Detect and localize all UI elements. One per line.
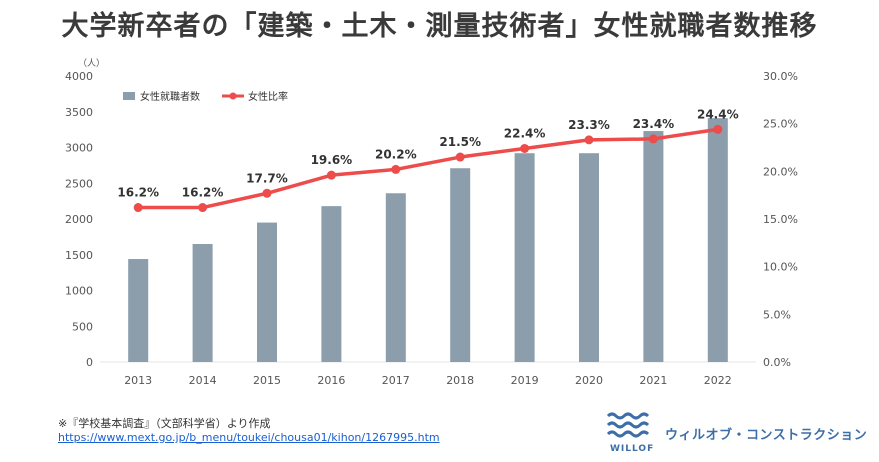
ratio-point-2020 <box>584 135 594 145</box>
left-axis-tick-label: 3000 <box>65 142 93 155</box>
page-title: 大学新卒者の「建築・土木・測量技術者」女性就職者数推移 <box>61 11 818 42</box>
ratio-point-2017 <box>391 164 401 174</box>
x-tick-label: 2019 <box>511 374 539 387</box>
x-tick-label: 2022 <box>704 374 732 387</box>
x-tick-label: 2017 <box>382 374 410 387</box>
legend-bar-label: 女性就職者数 <box>140 90 200 103</box>
source-link[interactable]: https://www.mext.go.jp/b_menu/toukei/cho… <box>58 431 440 444</box>
left-axis-tick-label: 4000 <box>65 70 93 83</box>
ratio-line <box>138 127 719 210</box>
legend-line-marker <box>229 92 237 100</box>
left-axis-tick-label: 0 <box>86 356 93 369</box>
bar-2017 <box>385 193 406 362</box>
ratio-point-2019 <box>520 143 530 153</box>
left-axis-tick-label: 1000 <box>65 285 93 298</box>
ratio-point-2016 <box>326 170 336 180</box>
x-tick-label: 2016 <box>317 374 345 387</box>
x-tick-label: 2021 <box>639 374 667 387</box>
bar-2013 <box>128 259 149 362</box>
ratio-data-label: 16.2% <box>182 186 224 200</box>
bar-2015 <box>257 222 277 362</box>
ratio-data-label: 23.4% <box>633 117 675 131</box>
ratio-point-2014 <box>198 203 208 213</box>
ratio-data-label: 21.5% <box>439 135 481 149</box>
x-tick-label: 2018 <box>446 374 474 387</box>
ratio-data-label: 23.3% <box>568 118 610 132</box>
legend-line-label: 女性比率 <box>248 90 288 103</box>
right-axis-tick-label: 30.0% <box>763 70 798 83</box>
company-name: ウィルオブ・コンストラクション <box>665 428 868 443</box>
bar-2021 <box>643 131 664 362</box>
bar-2016 <box>321 206 342 362</box>
legend-bar-swatch <box>123 92 135 100</box>
right-axis-tick-label: 25.0% <box>763 118 798 131</box>
ratio-data-label: 22.4% <box>504 126 546 140</box>
right-axis-tick-label: 10.0% <box>763 261 798 274</box>
x-tick-label: 2020 <box>575 374 603 387</box>
left-axis-tick-label: 2500 <box>65 177 93 190</box>
right-axis-tick-label: 0.0% <box>763 356 791 369</box>
ratio-point-2015 <box>262 188 272 198</box>
ratio-data-label: 16.2% <box>117 186 159 200</box>
ratio-point-2013 <box>133 203 143 213</box>
x-tick-label: 2013 <box>124 374 152 387</box>
bar-2018 <box>450 168 471 362</box>
willof-wave-icon <box>606 412 650 438</box>
right-axis-tick-label: 5.0% <box>763 308 791 321</box>
right-axis-tick-label: 20.0% <box>763 165 798 178</box>
source-note: ※『学校基本調査』（文部科学省）より作成 <box>58 417 271 430</box>
ratio-data-label: 24.4% <box>697 107 739 121</box>
logo-wordmark: WILLOF <box>610 444 655 454</box>
bar-2019 <box>514 153 535 362</box>
left-axis-unit: （人） <box>78 58 105 69</box>
x-tick-label: 2015 <box>253 374 281 387</box>
left-axis-tick-label: 3500 <box>65 106 93 119</box>
bar-2014 <box>192 244 213 362</box>
left-axis-tick-label: 1500 <box>65 249 93 262</box>
ratio-data-label: 20.2% <box>375 147 417 161</box>
left-axis-tick-label: 2000 <box>65 213 93 226</box>
ratio-data-label: 17.7% <box>246 171 288 185</box>
x-tick-label: 2014 <box>189 374 217 387</box>
bar-2020 <box>579 153 599 362</box>
ratio-data-label: 19.6% <box>311 153 353 167</box>
right-axis-tick-label: 15.0% <box>763 213 798 226</box>
ratio-point-2022 <box>713 124 723 134</box>
left-axis-tick-label: 500 <box>72 320 93 333</box>
ratio-point-2018 <box>455 152 465 162</box>
ratio-point-2021 <box>648 134 658 144</box>
bar-2022 <box>707 118 728 362</box>
